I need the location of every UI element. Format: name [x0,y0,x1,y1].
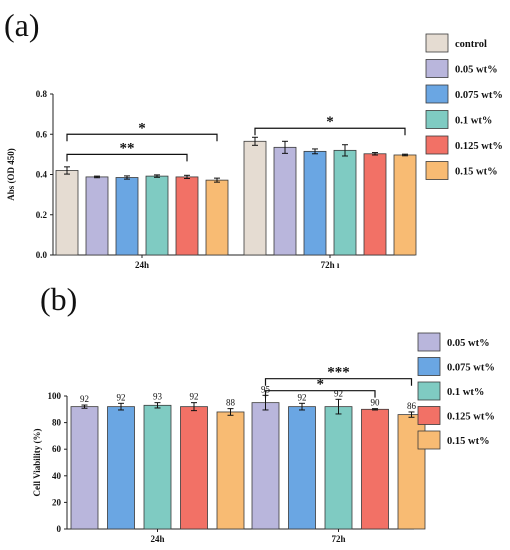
significance-marker: * [326,114,334,130]
legend-swatch [417,332,441,352]
data-label: 90 [371,398,381,408]
legend-swatch [417,430,441,450]
category-label: 72h [331,534,345,544]
legend-label: 0.1 wt% [447,387,484,398]
y-axis-label: Abs (OD 450) [6,148,16,201]
category-label: 24h [150,534,164,544]
data-label: 92 [298,392,307,402]
bar [393,154,417,256]
y-tick-label: 0.2 [36,210,48,220]
bar [107,406,135,530]
data-label: 93 [153,392,163,402]
bar [361,408,389,530]
data-label: 86 [407,401,417,411]
legend-label: 0.15 wt% [455,167,498,178]
bar [303,150,327,256]
significance-bracket [66,133,218,142]
legend-label: 0.15 wt% [447,436,490,447]
bar [175,176,199,256]
y-tick-label: 0.6 [36,129,48,139]
significance-marker: * [138,120,146,136]
y-tick-label: 60 [52,444,62,454]
legend-label: 0.05 wt% [447,338,490,349]
significance-bracket [264,390,376,398]
chart-b: 0 20 40 60 80 100 Cell Viability (%) 92 95 92 92 93… [32,332,495,544]
legend-swatch [417,406,441,425]
legend-label: 0.05 wt% [455,65,498,76]
bar [180,406,208,530]
y-tick-label: 100 [48,391,62,401]
legend-label: 0.1 wt% [455,116,492,127]
y-tick-label: 0 [57,524,62,534]
data-label: 92 [190,392,199,402]
bar [251,402,280,530]
y-tick-label: 40 [52,471,62,481]
bar [143,404,172,530]
legend-swatch [425,135,449,155]
panel-label-b: (b) [40,281,77,317]
category-label: 24h [135,260,149,270]
y-tick-label: 20 [52,497,62,507]
legend-label: 0.125 wt% [447,412,495,423]
bar [243,140,267,256]
legend-swatch [425,110,449,129]
category-label: 72h ı [321,260,340,270]
bar [363,153,387,256]
bar [205,179,229,256]
bar [145,175,169,256]
data-label: 92 [80,394,89,404]
legend-label: 0.075 wt% [447,363,495,374]
significance-marker: * [317,377,325,393]
legend-swatch [417,357,441,376]
y-tick-label: 0.4 [36,170,48,180]
data-label: 88 [226,398,236,408]
bar [216,411,245,530]
y-tick-label: 0.8 [36,89,48,99]
y-tick-label: 80 [52,418,62,428]
y-axis-label: Cell Viability (%) [32,429,42,497]
y-tick-label: 0.0 [36,250,48,260]
significance-marker: *** [327,365,350,381]
legend-label: 0.075 wt% [455,90,503,101]
data-label: 95 [261,384,271,394]
bar [115,177,139,256]
data-label: 92 [334,388,343,398]
legend-label: 0.125 wt% [455,141,503,152]
legend-swatch [425,84,449,104]
legend-swatch [417,381,441,401]
significance-bracket [66,153,188,162]
significance-marker: ** [120,140,135,156]
significance-bracket [254,127,406,136]
bar [333,149,357,256]
legend-swatch [425,59,449,78]
bar [288,406,316,530]
legend-swatch [425,33,449,53]
panel-label-a: (a) [4,7,40,43]
bar [85,176,109,256]
legend-label: control [455,39,487,50]
data-label: 92 [117,392,126,402]
bar [70,406,99,530]
significance-bracket [264,378,413,386]
legend-swatch [425,161,449,180]
bar [397,414,426,530]
bar [55,170,79,256]
bar [324,406,353,530]
bar [273,146,297,256]
